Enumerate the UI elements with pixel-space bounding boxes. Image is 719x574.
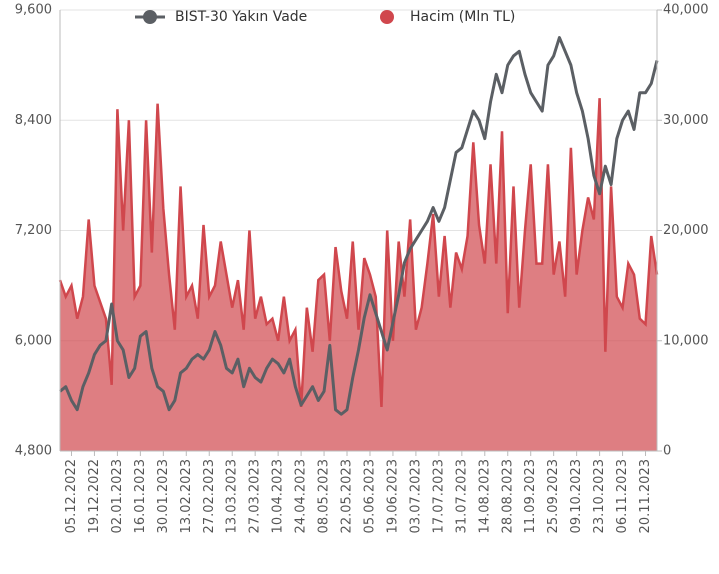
x-tick-label: 13.02.2023 (179, 459, 194, 533)
legend-marker (380, 10, 394, 24)
area-line (58, 98, 659, 407)
x-tick-label: 11.09.2023 (523, 459, 538, 533)
y2-tick-label: 30,000 (663, 113, 709, 128)
y-tick-label: 8,400 (15, 113, 52, 128)
x-tick-label: 14.08.2023 (477, 459, 492, 533)
line (59, 36, 659, 416)
y-tick-label: 9,600 (15, 3, 52, 18)
x-tick-label: 31.07.2023 (454, 459, 469, 533)
x-tick-label: 05.06.2023 (362, 459, 377, 533)
y2-tick-label: 10,000 (663, 333, 709, 348)
x-tick-label: 28.08.2023 (500, 459, 515, 533)
y-tick-label: 7,200 (15, 223, 52, 238)
area (60, 98, 657, 451)
x-tick-label: 30.01.2023 (156, 459, 171, 533)
x-tick-label: 19.06.2023 (385, 459, 400, 533)
y2-tick-label: 20,000 (663, 223, 709, 238)
x-tick-label: 17.07.2023 (431, 459, 446, 533)
legend-label: Hacim (Mln TL) (410, 9, 515, 25)
y2-tick-label: 0 (663, 444, 671, 459)
x-tick-label: 24.04.2023 (294, 459, 309, 533)
x-tick-label: 09.10.2023 (569, 459, 584, 533)
y-tick-label: 4,800 (15, 444, 52, 459)
x-tick-label: 13.03.2023 (225, 459, 240, 533)
x-tick-label: 27.03.2023 (248, 459, 263, 533)
x-tick-label: 05.12.2022 (64, 459, 79, 533)
legend-label: BIST-30 Yakın Vade (175, 9, 307, 25)
legend-marker (143, 10, 157, 24)
x-tick-label: 20.11.2023 (638, 459, 653, 533)
x-tick-label: 02.01.2023 (110, 459, 125, 533)
x-tick-label: 27.02.2023 (202, 459, 217, 533)
y2-tick-label: 40,000 (663, 3, 709, 18)
y-tick-label: 6,000 (15, 333, 52, 348)
x-tick-label: 19.12.2022 (87, 459, 102, 533)
x-tick-label: 03.07.2023 (408, 459, 423, 533)
x-tick-label: 16.01.2023 (133, 459, 148, 533)
x-tick-label: 06.11.2023 (615, 459, 630, 533)
x-tick-label: 25.09.2023 (546, 459, 561, 533)
x-tick-label: 23.10.2023 (592, 459, 607, 533)
x-tick-label: 22.05.2023 (340, 459, 355, 533)
x-tick-label: 10.04.2023 (271, 459, 286, 533)
x-tick-label: 08.05.2023 (317, 459, 332, 533)
